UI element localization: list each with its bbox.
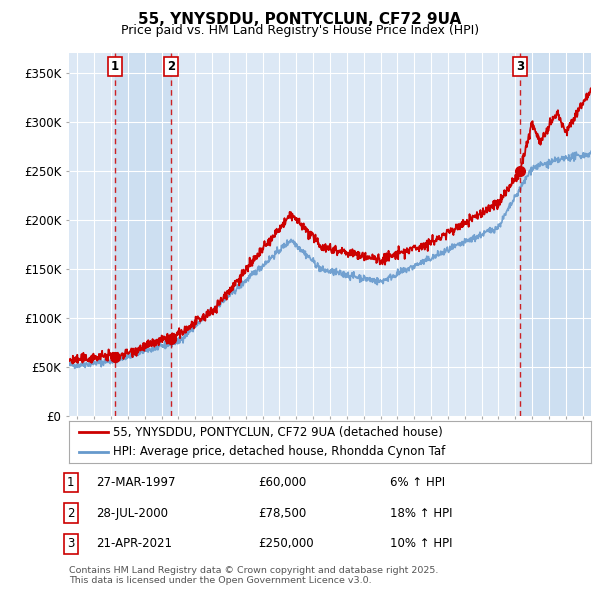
Text: £60,000: £60,000	[258, 476, 306, 489]
Text: £250,000: £250,000	[258, 537, 314, 550]
Text: 55, YNYSDDU, PONTYCLUN, CF72 9UA (detached house): 55, YNYSDDU, PONTYCLUN, CF72 9UA (detach…	[113, 425, 443, 438]
Text: 2: 2	[67, 507, 74, 520]
Text: 6% ↑ HPI: 6% ↑ HPI	[390, 476, 445, 489]
Text: Price paid vs. HM Land Registry's House Price Index (HPI): Price paid vs. HM Land Registry's House …	[121, 24, 479, 37]
Bar	[520, 53, 591, 416]
Text: 27-MAR-1997: 27-MAR-1997	[96, 476, 176, 489]
Bar	[115, 53, 171, 416]
Text: 18% ↑ HPI: 18% ↑ HPI	[390, 507, 452, 520]
Text: £78,500: £78,500	[258, 507, 306, 520]
Text: 21-APR-2021: 21-APR-2021	[96, 537, 172, 550]
Text: 55, YNYSDDU, PONTYCLUN, CF72 9UA: 55, YNYSDDU, PONTYCLUN, CF72 9UA	[139, 12, 461, 27]
Text: 1: 1	[111, 60, 119, 73]
Text: HPI: Average price, detached house, Rhondda Cynon Taf: HPI: Average price, detached house, Rhon…	[113, 445, 446, 458]
Text: 3: 3	[67, 537, 74, 550]
Text: 1: 1	[67, 476, 74, 489]
Text: 28-JUL-2000: 28-JUL-2000	[96, 507, 168, 520]
Text: 3: 3	[516, 60, 524, 73]
Text: 2: 2	[167, 60, 175, 73]
Text: 10% ↑ HPI: 10% ↑ HPI	[390, 537, 452, 550]
Text: Contains HM Land Registry data © Crown copyright and database right 2025.
This d: Contains HM Land Registry data © Crown c…	[69, 566, 439, 585]
